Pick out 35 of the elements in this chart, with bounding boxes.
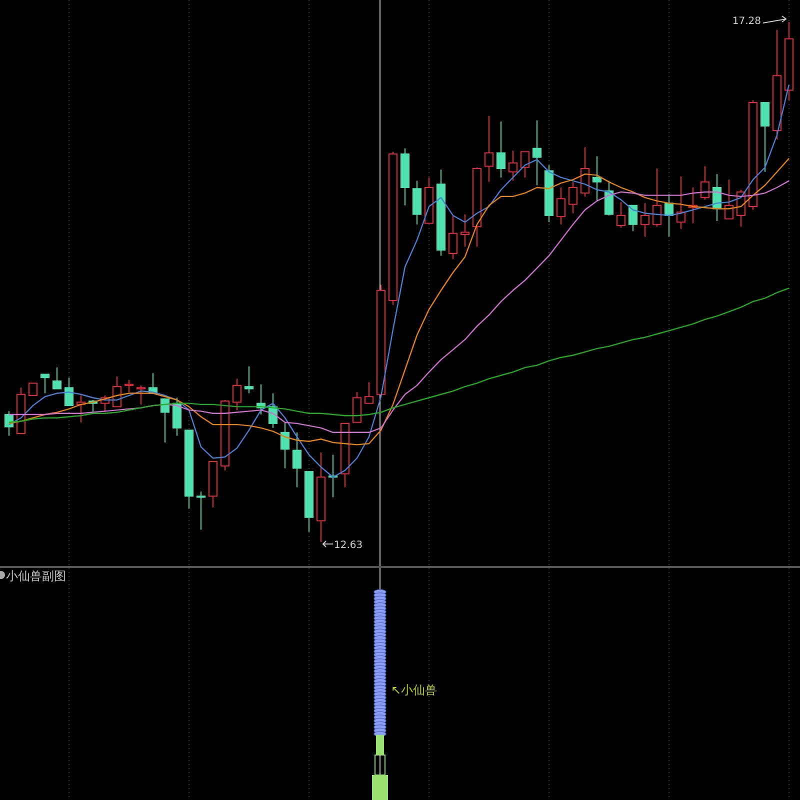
annotation: 17.28: [732, 16, 761, 27]
text: 小仙兽副图: [6, 569, 66, 583]
candlestick: [616, 202, 626, 228]
candlestick: [28, 382, 38, 396]
candlestick: [520, 151, 530, 178]
candlestick: [280, 422, 290, 469]
candlestick: [568, 181, 578, 214]
text: ↖小仙兽: [391, 683, 438, 697]
candlestick: [196, 491, 206, 530]
candlestick: [364, 382, 374, 404]
candlestick: [232, 378, 242, 411]
candlestick: [124, 379, 134, 393]
candlestick: [448, 214, 458, 260]
candlestick: [592, 156, 602, 202]
candlestick: [652, 168, 662, 228]
candlestick: [460, 214, 470, 248]
candlestick: [700, 166, 710, 200]
candlestick: [64, 377, 74, 406]
annotation: 12.63: [334, 540, 363, 551]
candlestick: [496, 121, 506, 178]
candlestick: [136, 384, 146, 405]
candlestick: [532, 120, 542, 186]
candlestick: [292, 432, 302, 488]
candlestick: [604, 180, 614, 216]
candlestick: [760, 102, 770, 172]
candlestick: [724, 179, 734, 220]
candlestick: [556, 187, 566, 225]
candlestick: [484, 115, 494, 182]
candlestick: [508, 150, 518, 182]
candlestick: [52, 367, 62, 390]
candlestick: [628, 204, 638, 232]
candlestick: [640, 202, 650, 238]
candlestick: [244, 366, 254, 394]
candlestick: [160, 398, 170, 443]
candlestick: [40, 374, 50, 394]
